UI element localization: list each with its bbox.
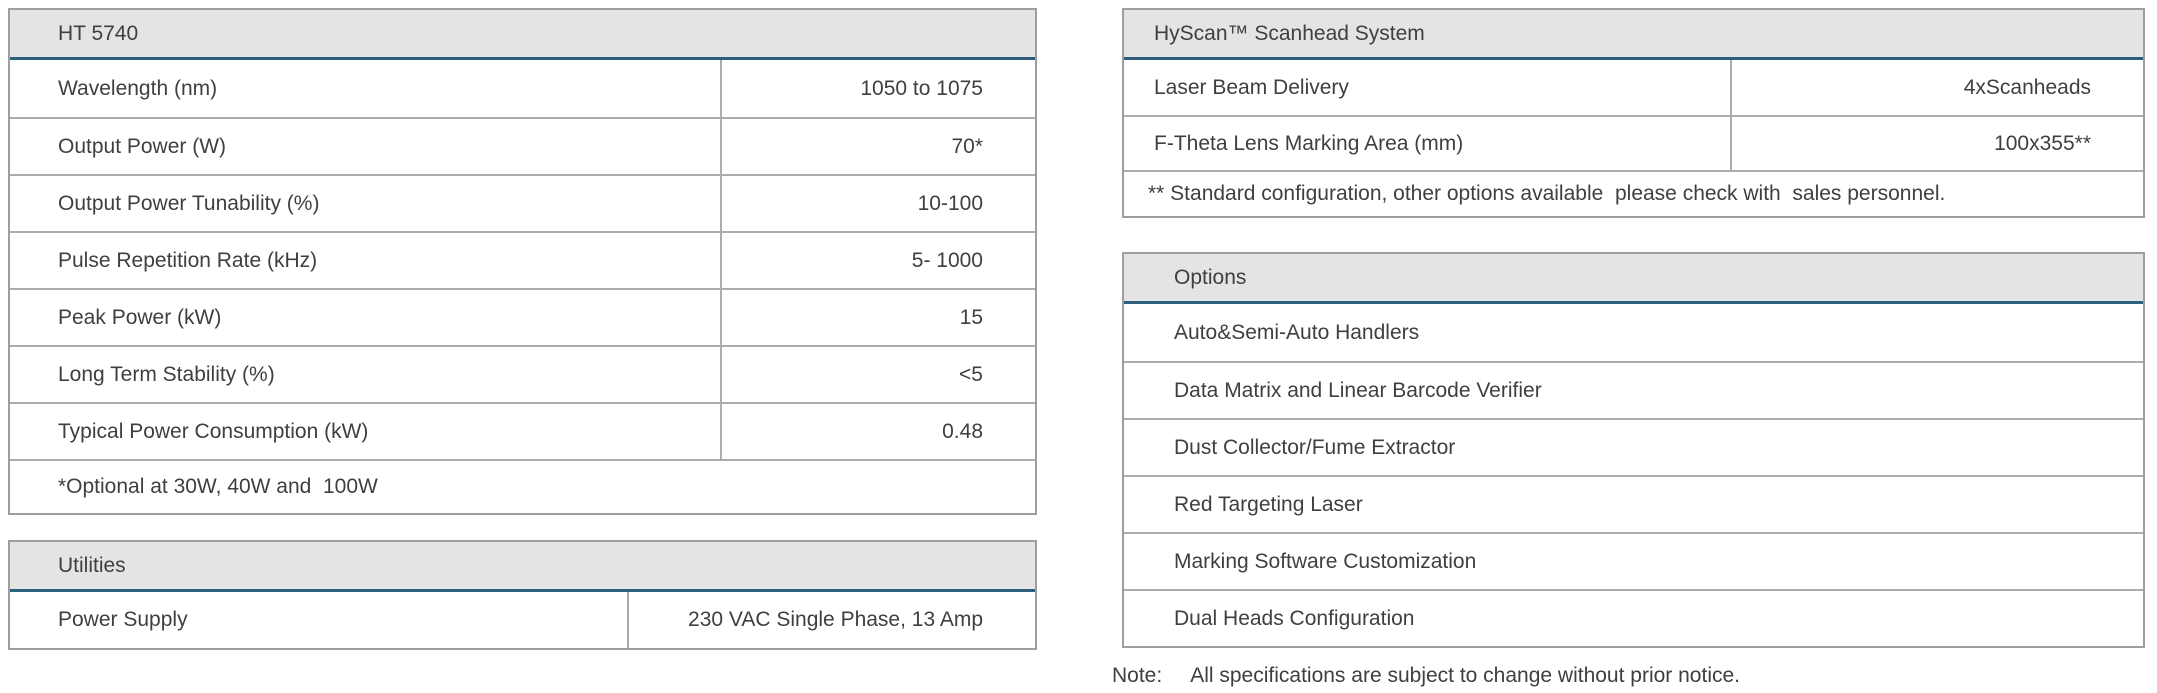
table-row: Output Power Tunability (%) 10-100: [10, 174, 1035, 231]
spec-value: <5: [720, 347, 1035, 402]
spec-label: Peak Power (kW): [58, 305, 222, 329]
ht5740-table-title: HT 5740: [58, 21, 139, 45]
spec-label: Output Power Tunability (%): [58, 191, 320, 215]
option-item: Marking Software Customization: [1174, 549, 1477, 573]
spec-value: 70*: [720, 119, 1035, 174]
hyscan-table-header: HyScan™ Scanhead System: [1124, 10, 2143, 60]
spec-footnote: *Optional at 30W, 40W and 100W: [58, 475, 378, 498]
specifications-note: Note: All specifications are subject to …: [1112, 664, 1740, 688]
spec-label: Typical Power Consumption (kW): [58, 419, 369, 443]
option-item: Dual Heads Configuration: [1174, 606, 1415, 630]
footnote-row: ** Standard configuration, other options…: [1124, 170, 2143, 216]
table-row: F-Theta Lens Marking Area (mm) 100x355**: [1124, 115, 2143, 170]
table-row: Output Power (W) 70*: [10, 117, 1035, 174]
option-item: Data Matrix and Linear Barcode Verifier: [1174, 378, 1542, 402]
table-row: Dual Heads Configuration: [1124, 589, 2143, 646]
utilities-table: Utilities Power Supply 230 VAC Single Ph…: [8, 540, 1037, 650]
table-row: Auto&Semi-Auto Handlers: [1124, 304, 2143, 361]
spec-label: Pulse Repetition Rate (kHz): [58, 248, 318, 272]
spec-value: 15: [720, 290, 1035, 345]
option-item: Dust Collector/Fume Extractor: [1174, 435, 1456, 459]
table-row: Marking Software Customization: [1124, 532, 2143, 589]
ht5740-spec-table: HT 5740 Wavelength (nm) 1050 to 1075 Out…: [8, 8, 1037, 515]
table-row: Data Matrix and Linear Barcode Verifier: [1124, 361, 2143, 418]
table-row: Dust Collector/Fume Extractor: [1124, 418, 2143, 475]
note-text: All specifications are subject to change…: [1190, 664, 1740, 687]
table-row: Red Targeting Laser: [1124, 475, 2143, 532]
scanhead-footnote: ** Standard configuration, other options…: [1148, 182, 1946, 205]
table-row: Laser Beam Delivery 4xScanheads: [1124, 60, 2143, 115]
options-table-title: Options: [1174, 265, 1247, 289]
spec-value: 100x355**: [1730, 117, 2143, 170]
spec-value: 230 VAC Single Phase, 13 Amp: [627, 592, 1035, 648]
table-row: Long Term Stability (%) <5: [10, 345, 1035, 402]
spec-value: 10-100: [720, 176, 1035, 231]
option-item: Auto&Semi-Auto Handlers: [1174, 320, 1420, 344]
ht5740-table-header: HT 5740: [10, 10, 1035, 60]
table-row: Typical Power Consumption (kW) 0.48: [10, 402, 1035, 459]
table-row: Wavelength (nm) 1050 to 1075: [10, 60, 1035, 117]
table-row: Power Supply 230 VAC Single Phase, 13 Am…: [10, 592, 1035, 648]
spec-label: Output Power (W): [58, 134, 227, 158]
utilities-table-title: Utilities: [58, 553, 126, 577]
table-row: Pulse Repetition Rate (kHz) 5- 1000: [10, 231, 1035, 288]
option-item: Red Targeting Laser: [1174, 492, 1363, 516]
footnote-row: *Optional at 30W, 40W and 100W: [10, 459, 1035, 513]
hyscan-scanhead-table: HyScan™ Scanhead System Laser Beam Deliv…: [1122, 8, 2145, 218]
hyscan-table-title: HyScan™ Scanhead System: [1154, 21, 1425, 45]
spec-label: Wavelength (nm): [58, 76, 218, 100]
options-table: Options Auto&Semi-Auto Handlers Data Mat…: [1122, 252, 2145, 648]
spec-label: Power Supply: [58, 608, 188, 631]
spec-label: Long Term Stability (%): [58, 362, 275, 386]
options-table-header: Options: [1124, 254, 2143, 304]
note-label: Note:: [1112, 664, 1163, 687]
spec-value: 5- 1000: [720, 233, 1035, 288]
utilities-table-header: Utilities: [10, 542, 1035, 592]
spec-value: 4xScanheads: [1730, 60, 2143, 115]
spec-value: 1050 to 1075: [720, 60, 1035, 117]
spec-label: F-Theta Lens Marking Area (mm): [1154, 131, 1464, 155]
table-row: Peak Power (kW) 15: [10, 288, 1035, 345]
spec-label: Laser Beam Delivery: [1154, 75, 1349, 99]
spec-value: 0.48: [720, 404, 1035, 459]
